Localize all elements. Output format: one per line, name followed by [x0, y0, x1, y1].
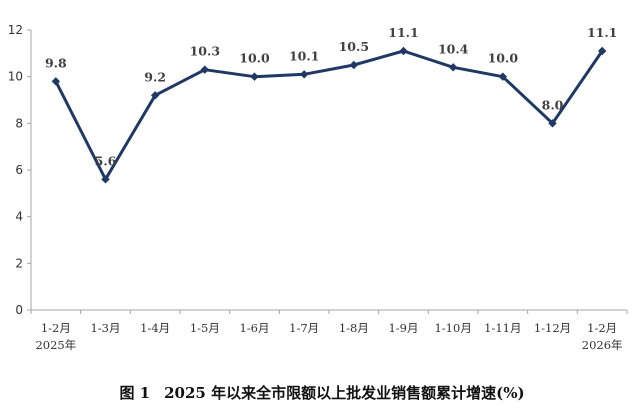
y-tick-label: 12	[8, 23, 23, 37]
data-point-marker	[101, 175, 110, 184]
x-tick-label: 1-5月	[190, 321, 220, 335]
x-tick-label: 1-12月	[534, 321, 571, 335]
data-point-marker	[200, 65, 210, 74]
series-line	[54, 49, 604, 181]
data-point-marker	[399, 46, 408, 56]
y-tick-label: 10	[8, 70, 23, 84]
figure-number: 图 1	[119, 384, 151, 402]
data-point-marker	[299, 70, 309, 79]
data-point-marker	[349, 60, 359, 70]
data-markers	[51, 46, 607, 184]
figure-caption: 图 1 2025 年以来全市限额以上批发业销售额累计增速(%)	[0, 382, 644, 403]
x-tick-label: 1-11月	[484, 321, 521, 335]
figure-caption-text: 2025 年以来全市限额以上批发业销售额累计增速(%)	[164, 384, 525, 402]
data-point-marker	[498, 72, 508, 81]
x-axis-ticks: 1-2月 2025年 1-3月 1-4月 1-5月 1-6月 1-7月 1-8月 1-9月 1-1…	[30, 310, 628, 352]
y-tick-label: 2	[15, 256, 23, 270]
x-tick-label: 1-3月	[90, 321, 120, 335]
y-axis-ticks: 0 2 4 6 8 10 12	[8, 23, 31, 317]
data-point-label: 10.0	[239, 51, 270, 66]
x-tick-label: 1-2月	[41, 321, 71, 335]
x-tick-sublabel: 2026年	[582, 338, 623, 352]
data-point-label: 9.8	[45, 55, 67, 70]
data-point-label: 10.4	[438, 41, 469, 56]
data-point-label: 10.5	[339, 39, 369, 54]
x-tick-sublabel: 2025年	[35, 338, 76, 352]
data-point-label: 9.2	[144, 69, 166, 84]
data-point-marker	[250, 72, 259, 81]
data-point-marker	[548, 119, 557, 128]
data-point-marker	[448, 63, 458, 72]
x-tick-label: 1-4月	[140, 321, 170, 335]
x-tick-label: 1-9月	[388, 321, 418, 335]
data-point-label: 10.1	[289, 48, 319, 63]
x-tick-label: 1-8月	[339, 321, 369, 335]
y-tick-label: 8	[15, 116, 23, 130]
x-tick-label: 1-2月	[587, 321, 617, 335]
data-point-label: 10.3	[190, 44, 220, 59]
series-line-group	[54, 49, 604, 181]
x-tick-label: 1-7月	[289, 321, 319, 335]
y-tick-label: 4	[15, 210, 23, 224]
x-tick-label: 1-10月	[434, 321, 471, 335]
data-point-label: 8.0	[542, 97, 564, 112]
data-point-label: 5.6	[95, 153, 117, 168]
chart-axes	[30, 30, 627, 311]
y-tick-label: 6	[15, 163, 23, 177]
x-tick-label: 1-6月	[239, 321, 269, 335]
data-point-marker	[150, 91, 160, 100]
data-point-marker	[597, 46, 607, 56]
data-point-marker	[51, 77, 61, 86]
data-point-label: 11.1	[587, 25, 617, 40]
data-point-label: 11.1	[388, 25, 418, 40]
data-labels: 9.8 5.6 9.2 10.3 10.0 10.1 10.5 11.1 10.4 10.0 8.0…	[45, 25, 617, 168]
y-tick-label: 0	[15, 303, 23, 317]
data-point-label: 10.0	[488, 51, 519, 66]
